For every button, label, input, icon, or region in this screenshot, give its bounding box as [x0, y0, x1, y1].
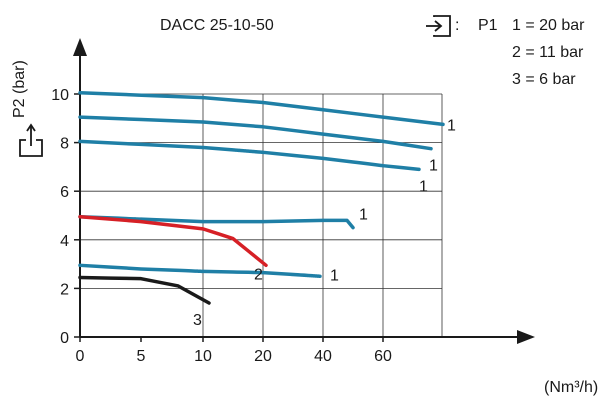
legend-entry-3: 3 = 6 bar [512, 71, 576, 88]
x-tick-labels: 0 5 10 20 40 60 [76, 337, 392, 365]
series-end-label: 1 [330, 267, 339, 284]
series-line-2 [78, 115, 433, 151]
x-tick-label: 5 [137, 348, 146, 365]
legend-inlet-label: P1 [478, 17, 498, 34]
series-lines [78, 91, 445, 305]
chart-title: DACC 25-10-50 [160, 17, 274, 34]
y-tick-label: 8 [60, 136, 69, 153]
series-line-6 [78, 263, 322, 278]
series-line-5 [78, 214, 268, 268]
y-axis-label: P2 (bar) [11, 60, 28, 118]
y-axis-arrow [73, 38, 87, 56]
y-axis-label-group: P2 (bar) [11, 60, 43, 157]
x-tick-label: 0 [76, 348, 85, 365]
x-axis-arrow [517, 330, 535, 344]
x-tick-label: 40 [314, 348, 332, 365]
legend-entry-1: 1 = 20 bar [512, 17, 585, 34]
y-tick-label: 6 [60, 184, 69, 201]
series-line-4 [78, 214, 355, 230]
axes [73, 38, 535, 344]
x-tick-label: 20 [254, 348, 272, 365]
x-tick-label: 60 [374, 348, 392, 365]
y-tick-label: 2 [60, 281, 69, 298]
inlet-icon [426, 15, 451, 37]
y-tick-label: 4 [60, 233, 69, 250]
series-end-label: 1 [447, 117, 456, 134]
outlet-icon [19, 123, 43, 157]
series-end-label: 1 [419, 178, 428, 195]
grid [80, 93, 443, 337]
series-end-label: 1 [429, 158, 438, 175]
series-end-label: 1 [359, 207, 368, 224]
series-line-3 [78, 139, 421, 172]
legend-separator: : [455, 17, 459, 34]
x-tick-label: 10 [194, 348, 212, 365]
series-line-1 [78, 91, 445, 127]
x-axis-unit: (Nm³/h) [544, 379, 598, 396]
legend-entry-2: 2 = 11 bar [512, 44, 584, 61]
series-end-label: 2 [254, 266, 263, 283]
y-tick-label: 0 [60, 330, 69, 347]
series-end-label: 3 [193, 312, 202, 329]
y-tick-label: 10 [51, 87, 69, 104]
y-tick-labels: 0 2 4 6 8 10 [51, 87, 80, 347]
series-line-7 [78, 275, 211, 305]
legend: : P1 1 = 20 bar 2 = 11 bar 3 = 6 bar [426, 15, 585, 88]
